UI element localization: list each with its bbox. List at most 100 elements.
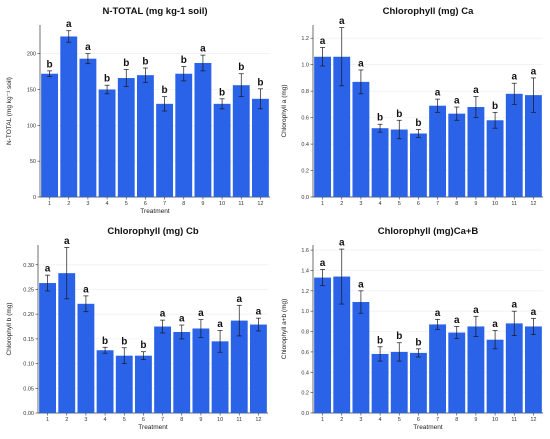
chart-title: Chlorophyll (mg) Cb (107, 226, 198, 237)
significance-letter: a (320, 36, 326, 47)
x-tick-label: 10 (217, 417, 223, 423)
y-tick-label: 0.30 (23, 263, 34, 269)
x-tick-label: 10 (492, 417, 498, 423)
bar-2 (333, 276, 351, 413)
bar-8 (448, 113, 466, 197)
x-tick-label: 1 (321, 417, 324, 423)
y-tick-label: 1.0 (301, 309, 309, 315)
y-tick-label: 0 (33, 195, 36, 201)
significance-letter: a (320, 258, 326, 269)
x-tick-label: 5 (398, 417, 401, 423)
chart-chlorophyll-b: Chlorophyll (mg) Cb 0.00 0.05 0.10 0.15 0.20 0… (6, 226, 268, 431)
y-tick-label: 0.4 (301, 142, 309, 148)
bar-11 (505, 93, 523, 197)
bar-5 (117, 78, 135, 197)
bar-6 (409, 352, 427, 413)
bar-5 (390, 129, 408, 197)
bar-11 (232, 85, 250, 197)
bar-4 (98, 89, 116, 197)
x-tick-label: 6 (142, 417, 145, 423)
bar-10 (211, 341, 229, 413)
x-tick-label: 11 (236, 417, 242, 423)
significance-letter: a (236, 294, 242, 305)
significance-letter: a (358, 279, 364, 290)
x-tick-label: 11 (511, 417, 517, 423)
x-tick-label: 3 (359, 417, 362, 423)
significance-letter: a (339, 16, 345, 27)
bar-7 (429, 324, 447, 413)
bar-10 (486, 120, 504, 197)
y-tick-label: 0.15 (23, 337, 34, 343)
bar-3 (79, 58, 97, 197)
significance-letter: a (217, 319, 223, 330)
significance-letter: b (104, 74, 110, 85)
bar-9 (467, 107, 485, 197)
bar-12 (251, 98, 269, 197)
x-tick-label: 11 (511, 201, 517, 207)
significance-letter: b (492, 101, 498, 112)
y-axis-label: Chlorophyll a+b (mg) (281, 299, 288, 360)
significance-letter: a (339, 238, 345, 249)
x-tick-label: 9 (199, 417, 202, 423)
chart-panel-chlorophyll-ab: Chlorophyll (mg)Ca+B 0.0 0.2 0.4 0.6 0.8 1.0 1.… (275, 220, 550, 439)
y-tick-label: 0.10 (23, 362, 34, 368)
chart-title: Chlorophyll (mg) Ca (383, 6, 474, 17)
significance-letter: b (102, 336, 108, 347)
significance-letter: b (238, 62, 244, 73)
bar-8 (173, 331, 191, 413)
y-tick-label: 1.0 (301, 63, 309, 69)
significance-letter: a (531, 307, 537, 318)
x-tick-label: 9 (201, 201, 204, 207)
bar-1 (39, 283, 57, 413)
x-tick-label: 7 (161, 417, 164, 423)
bar-12 (524, 95, 542, 197)
bar-7 (156, 103, 174, 197)
bar-8 (448, 332, 466, 413)
significance-letter: b (219, 87, 225, 98)
chart-chlorophyll-a: Chlorophyll (mg) Ca 0.0 0.2 0.4 0.6 0.8 1.0 1.2… (281, 6, 543, 207)
significance-letter: b (377, 335, 383, 346)
significance-letter: a (473, 305, 479, 316)
significance-letter: b (396, 109, 402, 120)
significance-letter: b (142, 57, 148, 68)
significance-letter: a (83, 284, 89, 295)
x-tick-label: 4 (106, 201, 109, 207)
x-tick-label: 7 (436, 417, 439, 423)
significance-letter: b (123, 58, 129, 69)
y-tick-label: 50 (30, 159, 36, 165)
x-tick-label: 9 (474, 417, 477, 423)
bar-6 (136, 75, 154, 197)
x-tick-label: 10 (492, 201, 498, 207)
bar-1 (41, 73, 59, 197)
significance-letter: b (257, 77, 263, 88)
x-tick-label: 4 (379, 417, 382, 423)
significance-letter: a (198, 308, 204, 319)
chart-chlorophyll-ab: Chlorophyll (mg)Ca+B 0.0 0.2 0.4 0.6 0.8 1.0 1.… (281, 226, 543, 431)
chart-panel-n-total: N-TOTAL (mg kg-1 soil) 0 50 100 150 200 N-TOTA… (0, 0, 275, 219)
significance-letter: b (140, 340, 146, 351)
x-axis-label: Treatment (138, 424, 168, 431)
bar-6 (409, 133, 427, 197)
significance-letter: b (162, 85, 168, 96)
bar-5 (115, 355, 133, 413)
x-tick-label: 2 (65, 417, 68, 423)
y-axis-label: Chlorophyll b (mg) (6, 302, 13, 355)
bar-10 (213, 103, 231, 197)
significance-letter: b (415, 118, 421, 129)
significance-letter: a (85, 42, 91, 53)
y-tick-label: 1.2 (301, 36, 309, 42)
bar-4 (371, 353, 389, 413)
significance-letter: b (396, 331, 402, 342)
y-tick-label: 100 (27, 123, 36, 129)
chart-title: Chlorophyll (mg)Ca+B (378, 226, 479, 237)
significance-letter: a (511, 300, 517, 311)
bar-9 (467, 326, 485, 413)
significance-letter: a (160, 309, 166, 320)
bar-2 (60, 36, 78, 197)
x-tick-label: 5 (125, 201, 128, 207)
significance-letter: a (531, 66, 537, 77)
y-tick-label: 0.25 (23, 287, 34, 293)
significance-letter: a (256, 307, 262, 318)
y-tick-label: 0.00 (23, 411, 34, 417)
